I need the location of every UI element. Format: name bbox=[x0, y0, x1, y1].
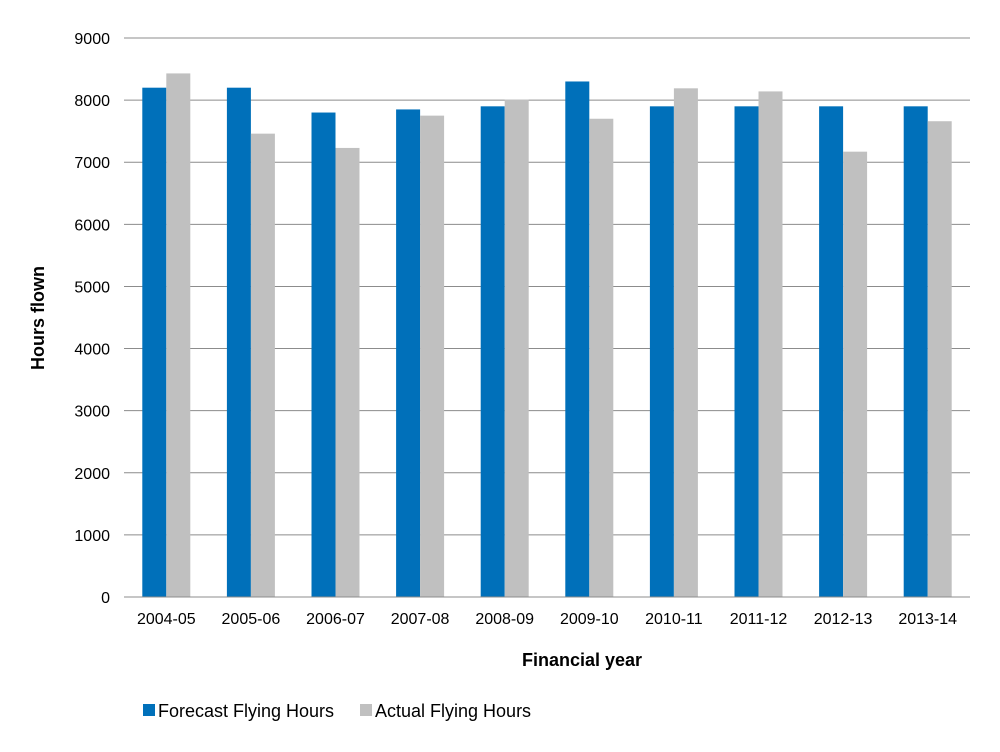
y-axis-ticks: 0 1000 2000 3000 4000 5000 6000 7000 8000 9000 bbox=[74, 31, 110, 607]
y-tick-label: 0 bbox=[101, 590, 110, 607]
bar-forecast-2011-12 bbox=[734, 106, 759, 598]
legend-swatch-forecast bbox=[143, 704, 155, 716]
legend: Forecast Flying Hours Actual Flying Hours bbox=[143, 701, 531, 721]
bar-actual-2011-12 bbox=[758, 91, 783, 597]
y-tick-label: 7000 bbox=[74, 155, 110, 172]
x-tick-label: 2009-10 bbox=[560, 611, 619, 628]
y-tick-label: 6000 bbox=[74, 217, 110, 234]
bar-actual-2008-09 bbox=[504, 99, 529, 598]
x-axis-ticks: 2004-05 2005-06 2006-07 2007-08 2008-09 2009-… bbox=[137, 611, 957, 628]
y-tick-label: 8000 bbox=[74, 93, 110, 110]
y-tick-label: 2000 bbox=[74, 466, 110, 483]
x-tick-label: 2010-11 bbox=[645, 611, 703, 628]
bar-actual-2006-07 bbox=[335, 147, 360, 598]
y-tick-label: 1000 bbox=[74, 528, 110, 545]
y-tick-label: 5000 bbox=[74, 279, 110, 296]
bar-forecast-2004-05 bbox=[142, 87, 167, 597]
bar-actual-2007-08 bbox=[420, 115, 445, 597]
y-tick-label: 3000 bbox=[74, 404, 110, 421]
x-tick-label: 2012-13 bbox=[814, 611, 873, 628]
bar-forecast-2013-14 bbox=[903, 106, 928, 598]
bar-actual-2004-05 bbox=[166, 73, 191, 598]
bar-actual-2010-11 bbox=[673, 88, 698, 597]
bar-forecast-2009-10 bbox=[565, 81, 590, 597]
x-tick-label: 2004-05 bbox=[137, 611, 196, 628]
bar-forecast-2006-07 bbox=[311, 112, 336, 598]
y-tick-label: 9000 bbox=[74, 31, 110, 48]
bar-forecast-2007-08 bbox=[396, 109, 421, 597]
bar-actual-2013-14 bbox=[927, 121, 952, 598]
x-tick-label: 2013-14 bbox=[898, 611, 957, 628]
bar-actual-2012-13 bbox=[843, 151, 868, 597]
y-axis-title: Hours flown bbox=[28, 266, 48, 370]
bars bbox=[142, 73, 952, 598]
legend-label-forecast: Forecast Flying Hours bbox=[158, 701, 334, 721]
x-tick-label: 2006-07 bbox=[306, 611, 365, 628]
bar-actual-2009-10 bbox=[589, 118, 614, 597]
bar-actual-2005-06 bbox=[250, 133, 275, 597]
legend-label-actual: Actual Flying Hours bbox=[375, 701, 531, 721]
x-tick-label: 2011-12 bbox=[730, 611, 788, 628]
x-axis-title: Financial year bbox=[522, 650, 642, 670]
x-tick-label: 2008-09 bbox=[475, 611, 534, 628]
y-tick-label: 4000 bbox=[74, 342, 110, 359]
bar-forecast-2005-06 bbox=[226, 87, 251, 597]
x-tick-label: 2007-08 bbox=[391, 611, 450, 628]
bar-forecast-2010-11 bbox=[649, 106, 674, 598]
x-tick-label: 2005-06 bbox=[222, 611, 281, 628]
bar-forecast-2008-09 bbox=[480, 106, 505, 598]
bar-forecast-2012-13 bbox=[819, 106, 844, 598]
legend-swatch-actual bbox=[360, 704, 372, 716]
